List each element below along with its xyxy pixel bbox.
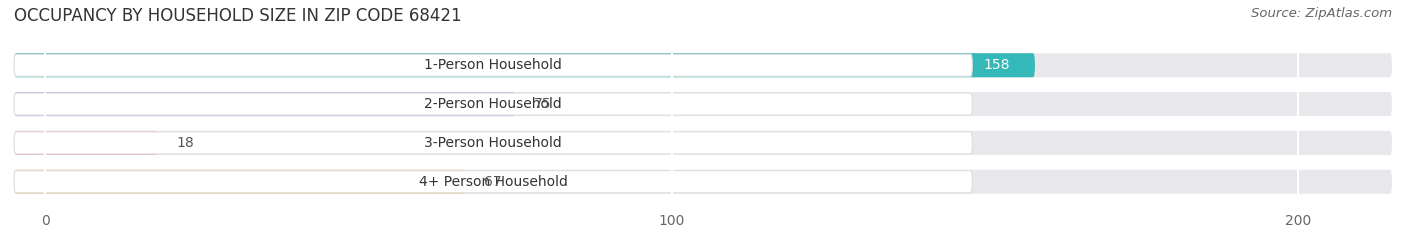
FancyBboxPatch shape [14, 92, 1392, 116]
Text: 67: 67 [484, 175, 502, 189]
Text: 3-Person Household: 3-Person Household [425, 136, 562, 150]
Text: 158: 158 [983, 58, 1010, 72]
FancyBboxPatch shape [14, 132, 973, 154]
Text: 18: 18 [177, 136, 194, 150]
Text: Source: ZipAtlas.com: Source: ZipAtlas.com [1251, 7, 1392, 20]
FancyBboxPatch shape [14, 131, 1392, 155]
Text: 75: 75 [534, 97, 551, 111]
FancyBboxPatch shape [14, 170, 465, 194]
FancyBboxPatch shape [14, 170, 1392, 194]
FancyBboxPatch shape [14, 92, 515, 116]
Text: OCCUPANCY BY HOUSEHOLD SIZE IN ZIP CODE 68421: OCCUPANCY BY HOUSEHOLD SIZE IN ZIP CODE … [14, 7, 461, 25]
FancyBboxPatch shape [14, 131, 157, 155]
Text: 4+ Person Household: 4+ Person Household [419, 175, 568, 189]
FancyBboxPatch shape [14, 93, 973, 115]
FancyBboxPatch shape [14, 53, 1035, 77]
Text: 1-Person Household: 1-Person Household [425, 58, 562, 72]
FancyBboxPatch shape [14, 54, 973, 76]
FancyBboxPatch shape [14, 171, 973, 193]
Text: 2-Person Household: 2-Person Household [425, 97, 562, 111]
FancyBboxPatch shape [14, 53, 1392, 77]
